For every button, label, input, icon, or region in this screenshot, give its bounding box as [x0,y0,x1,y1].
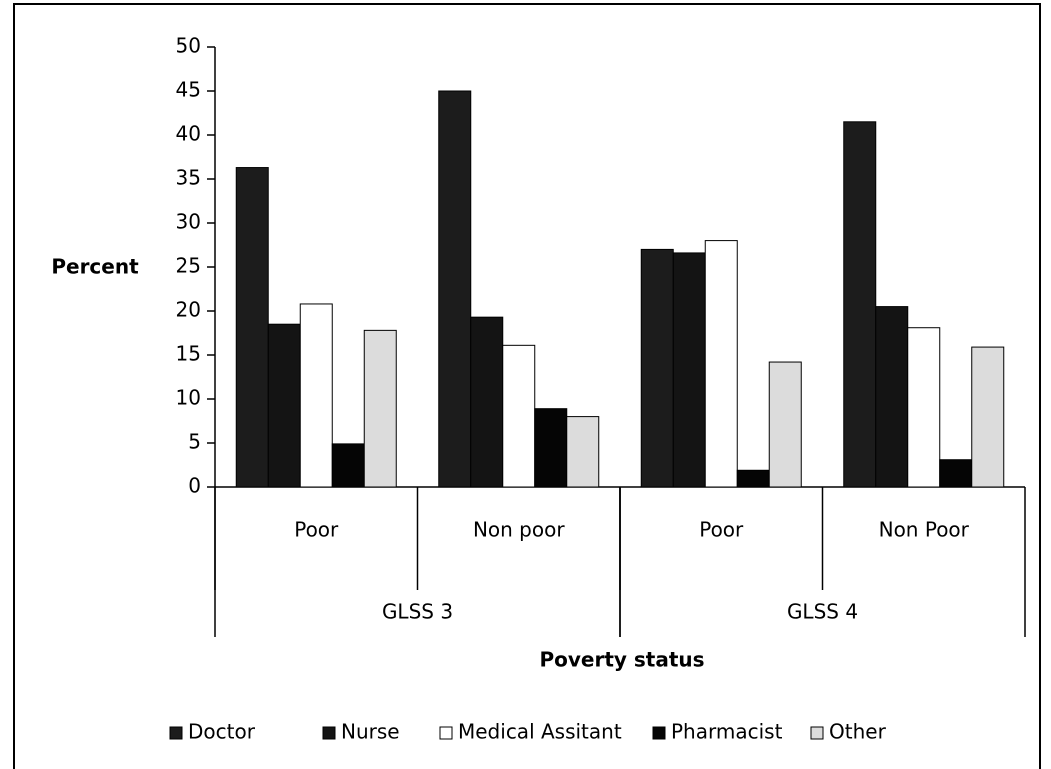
y-tick-label: 25 [176,254,201,278]
y-tick-label: 15 [176,342,201,366]
bar [331,443,365,488]
bar [672,252,706,488]
y-tick-label: 40 [176,122,201,146]
legend-swatch [439,726,453,740]
bar [502,344,536,488]
bar [843,121,877,488]
bar [736,469,770,488]
group-label: GLSS 3 [382,600,453,624]
y-tick-label: 45 [176,78,201,102]
legend-swatch [169,726,183,740]
legend-label: Pharmacist [671,720,783,744]
bar [875,306,909,488]
y-axis-label: Percent [51,255,139,279]
bar [363,329,397,488]
bar [640,248,674,488]
bar [267,323,301,488]
y-tick-label: 50 [176,34,201,58]
bar [971,346,1005,488]
frame [13,3,1041,769]
bar [704,240,738,488]
legend-label: Medical Assitant [458,720,622,744]
legend-swatch [652,726,666,740]
x-tick-label: Non poor [473,518,565,542]
legend-label: Nurse [341,720,400,744]
bar [438,90,472,488]
group-label: GLSS 4 [787,600,858,624]
legend-swatch [322,726,336,740]
y-tick-label: 0 [188,474,201,498]
bar [299,303,333,488]
legend-label: Doctor [188,720,256,744]
bar [534,408,568,488]
bar [907,327,941,488]
x-tick-label: Poor [294,518,339,542]
y-tick-label: 5 [188,430,201,454]
bar [939,459,973,488]
bar [235,167,269,488]
legend-swatch [810,726,824,740]
bar [768,361,802,488]
bar [566,416,600,488]
x-tick-label: Non Poor [879,518,970,542]
legend-label: Other [829,720,887,744]
y-tick-label: 20 [176,298,201,322]
x-tick-label: Poor [699,518,744,542]
y-tick-label: 10 [176,386,201,410]
y-tick-label: 30 [176,210,201,234]
x-axis-label: Poverty status [539,648,704,672]
bar [470,316,504,488]
y-tick-label: 35 [176,166,201,190]
